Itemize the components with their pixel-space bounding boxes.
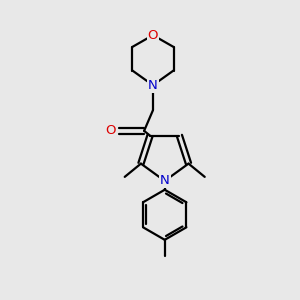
Text: N: N [148, 79, 158, 92]
Text: O: O [148, 29, 158, 42]
Text: O: O [105, 124, 116, 137]
Text: N: N [160, 174, 169, 188]
